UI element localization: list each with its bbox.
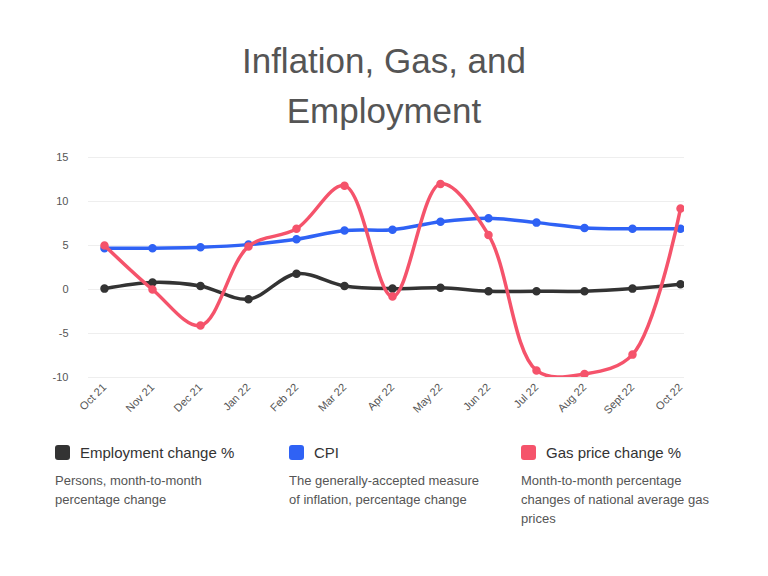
svg-text:15: 15: [56, 151, 68, 163]
html-text:Persons, month-to-month percen: Persons, month-to-month percentage chang…: [55, 473, 202, 507]
svg-text:Mar 22: Mar 22: [316, 381, 349, 414]
html-text:Gas price change %: Gas price change %: [546, 444, 682, 461]
html-text:CPI: CPI: [314, 444, 339, 461]
svg-text:0: 0: [62, 283, 68, 295]
svg-text:-10: -10: [53, 371, 69, 383]
svg-text:Feb 22: Feb 22: [268, 381, 301, 414]
svg-text:5: 5: [62, 239, 68, 251]
svg-text:May 22: May 22: [410, 381, 444, 415]
svg-text:Oct 21: Oct 21: [77, 381, 108, 412]
html-text:Month-to-month percentage chan: Month-to-month percentage changes of nat…: [521, 473, 709, 526]
svg-text:Dec 21: Dec 21: [171, 381, 204, 414]
svg-text:Oct 22: Oct 22: [653, 381, 684, 412]
svg-text:Sept 22: Sept 22: [601, 381, 636, 416]
svg-text:Jan 22: Jan 22: [221, 381, 253, 413]
svg-text:10: 10: [56, 195, 68, 207]
svg-text:Jun 22: Jun 22: [461, 381, 493, 413]
html-text:Inflation, Gas, and Employment: Inflation, Gas, and Employment: [242, 41, 526, 130]
svg-text:Jul 22: Jul 22: [511, 381, 540, 410]
svg-text:Apr 22: Apr 22: [365, 381, 396, 412]
html-text:The generally-accepted measure: The generally-accepted measure of inflat…: [289, 473, 480, 507]
html-text:Employment change %: Employment change %: [80, 444, 235, 461]
svg-text:Nov 21: Nov 21: [123, 381, 156, 414]
svg-text:-5: -5: [59, 327, 69, 339]
svg-text:Aug 22: Aug 22: [555, 381, 588, 414]
